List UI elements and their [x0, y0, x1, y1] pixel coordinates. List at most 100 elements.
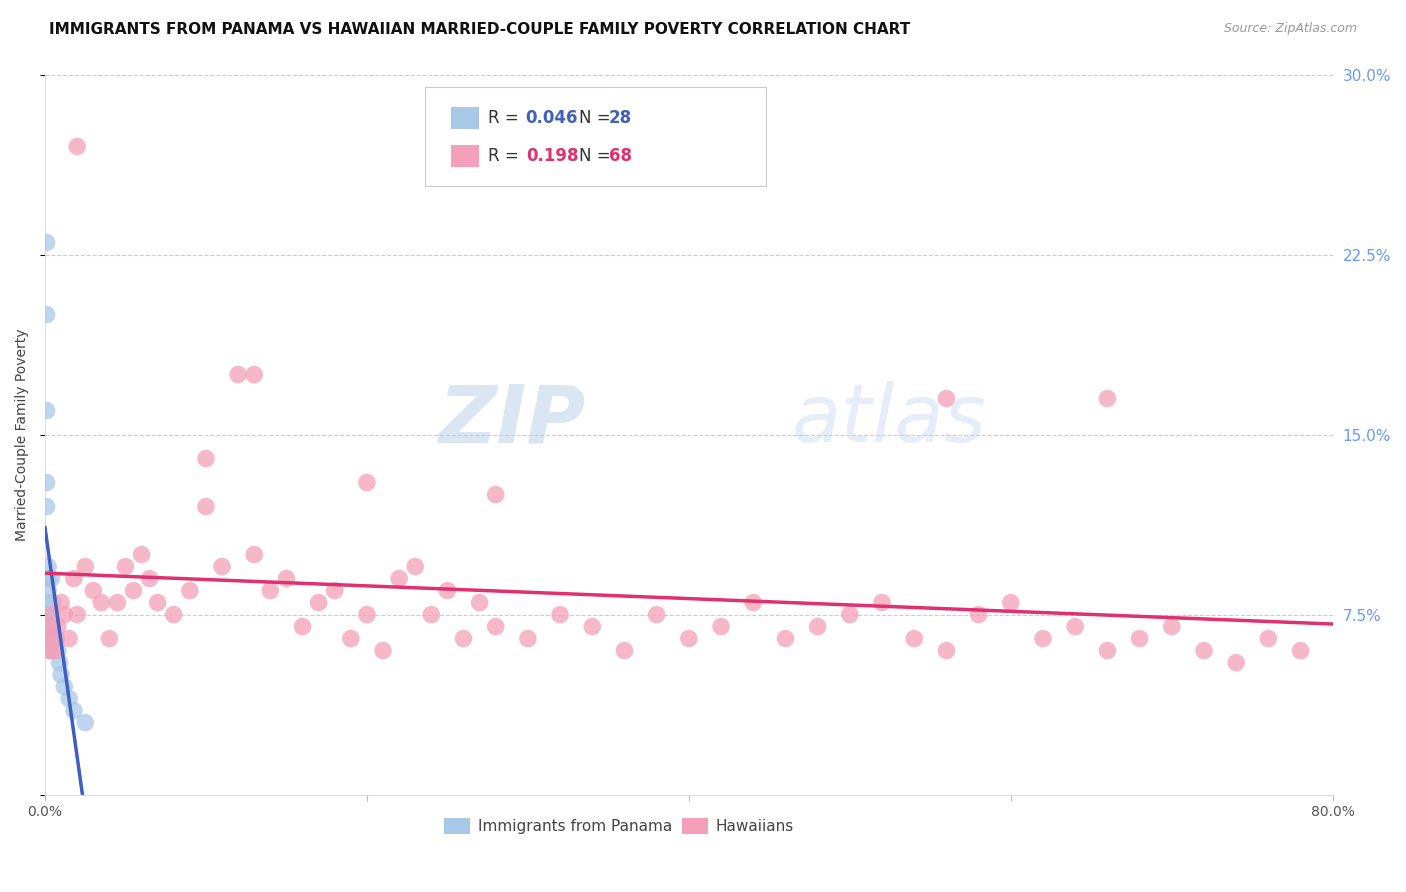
Text: 0.198: 0.198: [527, 147, 579, 165]
Point: [131, 548, 153, 562]
Point: [243, 548, 266, 562]
Point: [41, 572, 63, 586]
Point: [485, 619, 508, 633]
Text: R =: R =: [488, 109, 524, 127]
Point: [548, 607, 571, 622]
Point: [340, 632, 363, 646]
Point: [1192, 643, 1215, 657]
Bar: [444, 818, 470, 834]
Point: [742, 596, 765, 610]
Point: [1289, 643, 1312, 657]
Point: [420, 607, 443, 622]
Point: [163, 607, 186, 622]
Point: [38, 619, 60, 633]
Point: [46, 619, 69, 633]
Point: [38, 632, 60, 646]
Point: [42, 632, 65, 646]
Point: [870, 596, 893, 610]
Point: [53, 680, 76, 694]
Point: [49, 596, 72, 610]
Point: [35, 475, 58, 490]
Point: [48, 656, 70, 670]
Point: [243, 368, 266, 382]
FancyBboxPatch shape: [425, 87, 766, 186]
Point: [179, 583, 201, 598]
Point: [37, 596, 59, 610]
Point: [436, 583, 458, 598]
Point: [1064, 619, 1087, 633]
Text: atlas: atlas: [792, 381, 987, 459]
Point: [838, 607, 860, 622]
Point: [1032, 632, 1054, 646]
Point: [37, 619, 59, 633]
Bar: [682, 818, 709, 834]
Point: [356, 607, 378, 622]
Point: [37, 559, 59, 574]
Point: [935, 643, 957, 657]
Bar: [451, 145, 479, 167]
Text: Source: ZipAtlas.com: Source: ZipAtlas.com: [1223, 22, 1357, 36]
Bar: [451, 107, 479, 128]
Text: N =: N =: [579, 109, 616, 127]
Point: [63, 704, 86, 718]
Point: [903, 632, 925, 646]
Point: [388, 572, 411, 586]
Point: [1225, 656, 1247, 670]
Point: [41, 607, 63, 622]
Point: [37, 572, 59, 586]
Point: [453, 632, 475, 646]
Text: Hawaiians: Hawaiians: [716, 819, 794, 834]
Text: 0.046: 0.046: [526, 109, 578, 127]
Point: [90, 596, 112, 610]
Point: [371, 643, 394, 657]
Point: [41, 607, 63, 622]
Point: [1129, 632, 1152, 646]
Point: [58, 691, 80, 706]
Point: [53, 607, 76, 622]
Point: [82, 583, 104, 598]
Text: IMMIGRANTS FROM PANAMA VS HAWAIIAN MARRIED-COUPLE FAMILY POVERTY CORRELATION CHA: IMMIGRANTS FROM PANAMA VS HAWAIIAN MARRI…: [49, 22, 911, 37]
Text: Immigrants from Panama: Immigrants from Panama: [478, 819, 672, 834]
Point: [226, 368, 249, 382]
Point: [710, 619, 733, 633]
Point: [98, 632, 121, 646]
Point: [35, 235, 58, 250]
Point: [58, 632, 80, 646]
Point: [37, 607, 59, 622]
Point: [107, 596, 129, 610]
Point: [645, 607, 668, 622]
Point: [276, 572, 298, 586]
Point: [194, 500, 217, 514]
Text: N =: N =: [579, 147, 616, 165]
Text: 28: 28: [609, 109, 633, 127]
Point: [37, 619, 59, 633]
Point: [42, 596, 65, 610]
Point: [38, 643, 60, 657]
Point: [404, 559, 426, 574]
Point: [44, 643, 66, 657]
Point: [138, 572, 160, 586]
Point: [468, 596, 491, 610]
Point: [44, 632, 66, 646]
Point: [66, 607, 89, 622]
Point: [146, 596, 169, 610]
Point: [1160, 619, 1182, 633]
Point: [259, 583, 281, 598]
Point: [75, 559, 97, 574]
Point: [114, 559, 136, 574]
Point: [935, 392, 957, 406]
Point: [581, 619, 603, 633]
Point: [194, 451, 217, 466]
Point: [1097, 392, 1119, 406]
Point: [46, 643, 69, 657]
Y-axis label: Married-Couple Family Poverty: Married-Couple Family Poverty: [15, 328, 30, 541]
Point: [45, 632, 67, 646]
Point: [63, 572, 86, 586]
Point: [356, 475, 378, 490]
Point: [38, 607, 60, 622]
Text: ZIP: ZIP: [439, 381, 586, 459]
Point: [42, 619, 65, 633]
Point: [49, 667, 72, 681]
Text: R =: R =: [488, 147, 529, 165]
Point: [35, 308, 58, 322]
